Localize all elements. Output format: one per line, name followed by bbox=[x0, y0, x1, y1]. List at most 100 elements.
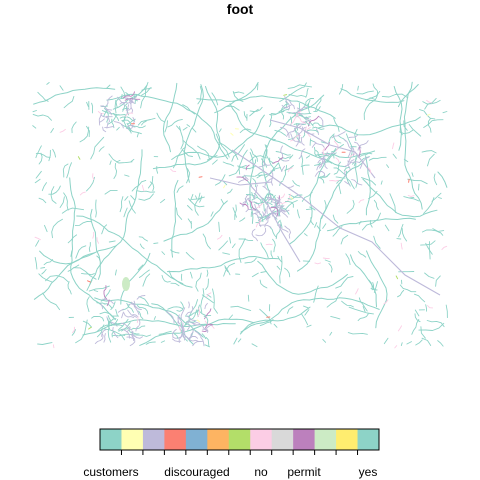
road-segment bbox=[300, 115, 311, 118]
road-segment bbox=[127, 309, 138, 318]
road-segment bbox=[96, 255, 101, 262]
road-segment bbox=[100, 114, 111, 123]
road-segment bbox=[197, 85, 203, 105]
road-segment bbox=[209, 177, 273, 186]
road-segment bbox=[249, 108, 259, 117]
road-segment bbox=[120, 94, 123, 99]
road-segment bbox=[317, 151, 328, 164]
road-segment bbox=[130, 158, 135, 162]
road-segment bbox=[345, 133, 353, 160]
road-segment bbox=[116, 159, 121, 163]
road-segment bbox=[61, 207, 85, 214]
road-segment bbox=[178, 325, 182, 333]
road-segment bbox=[171, 179, 179, 258]
road-segment bbox=[176, 146, 187, 160]
road-segment bbox=[316, 225, 322, 232]
road-segment bbox=[228, 314, 233, 320]
road-segment bbox=[306, 99, 311, 106]
road-segment bbox=[255, 227, 267, 237]
road-segment bbox=[280, 193, 292, 205]
road-segment bbox=[114, 269, 117, 276]
road-segment bbox=[122, 91, 135, 99]
road-segment bbox=[79, 191, 86, 196]
legend-swatch bbox=[293, 429, 315, 450]
road-segment bbox=[346, 199, 355, 214]
road-segment bbox=[164, 120, 168, 133]
road-segment bbox=[187, 324, 190, 331]
road-segment bbox=[257, 260, 348, 295]
road-segment bbox=[234, 204, 237, 220]
road-segment bbox=[124, 98, 141, 101]
legend-swatch bbox=[228, 429, 251, 450]
road-segment bbox=[201, 294, 214, 304]
road-segment bbox=[247, 294, 250, 302]
road-segment bbox=[281, 104, 288, 108]
road-segment bbox=[160, 340, 166, 343]
road-segment bbox=[138, 193, 154, 201]
road-segment bbox=[138, 296, 149, 305]
road-segment bbox=[195, 272, 202, 292]
road-segment bbox=[318, 116, 324, 128]
road-segment bbox=[270, 108, 290, 115]
road-segment bbox=[290, 196, 294, 200]
road-segment bbox=[367, 167, 372, 174]
road-segment bbox=[95, 199, 97, 218]
road-segment bbox=[171, 114, 265, 160]
road-segment bbox=[254, 203, 261, 216]
road-segment bbox=[106, 299, 110, 307]
road-segment bbox=[372, 83, 378, 91]
road-segment bbox=[186, 168, 191, 184]
road-segment bbox=[212, 288, 218, 314]
road-segment bbox=[373, 281, 378, 293]
road-segment bbox=[424, 97, 437, 110]
road-segment bbox=[306, 129, 319, 133]
road-segment bbox=[296, 113, 308, 124]
road-segment bbox=[336, 179, 342, 184]
road-segment bbox=[347, 332, 368, 335]
road-segment bbox=[96, 324, 105, 338]
road-segment bbox=[108, 240, 116, 243]
road-segment bbox=[238, 238, 254, 242]
road-segment bbox=[177, 316, 183, 323]
road-segment bbox=[102, 126, 107, 133]
road-segment bbox=[255, 219, 262, 228]
road-segment bbox=[70, 250, 73, 257]
road-segment bbox=[39, 245, 117, 265]
road-segment bbox=[233, 91, 245, 94]
road-segment bbox=[297, 209, 300, 219]
road-segment bbox=[90, 136, 105, 160]
road-segment bbox=[276, 265, 281, 270]
road-segment bbox=[287, 84, 313, 89]
road-segment bbox=[170, 282, 180, 287]
road-segment bbox=[46, 82, 50, 85]
road-segment bbox=[101, 224, 108, 235]
road-segment bbox=[401, 228, 408, 242]
road-segment bbox=[426, 320, 445, 328]
road-segment bbox=[310, 217, 314, 226]
road-segment bbox=[322, 147, 327, 157]
legend-swatch bbox=[207, 429, 230, 450]
road-segment bbox=[129, 101, 134, 114]
road-segment bbox=[189, 193, 194, 202]
road-segment bbox=[362, 306, 366, 313]
road-segment bbox=[249, 155, 267, 162]
road-segment bbox=[211, 92, 219, 106]
road-segment bbox=[37, 91, 49, 102]
road-segment bbox=[88, 326, 92, 330]
road-segment bbox=[225, 105, 240, 111]
road-segment bbox=[305, 120, 311, 126]
road-segment bbox=[161, 274, 171, 283]
road-segment bbox=[427, 153, 435, 167]
road-segment bbox=[232, 207, 237, 218]
road-segment bbox=[311, 142, 317, 148]
road-segment bbox=[253, 192, 262, 203]
road-segment bbox=[86, 279, 93, 291]
road-segment bbox=[38, 273, 53, 283]
road-segment bbox=[162, 82, 178, 153]
road-segment bbox=[287, 185, 295, 188]
road-segment bbox=[122, 328, 130, 339]
road-segment bbox=[298, 148, 306, 160]
road-segment bbox=[251, 343, 258, 348]
road-segment bbox=[228, 164, 247, 177]
